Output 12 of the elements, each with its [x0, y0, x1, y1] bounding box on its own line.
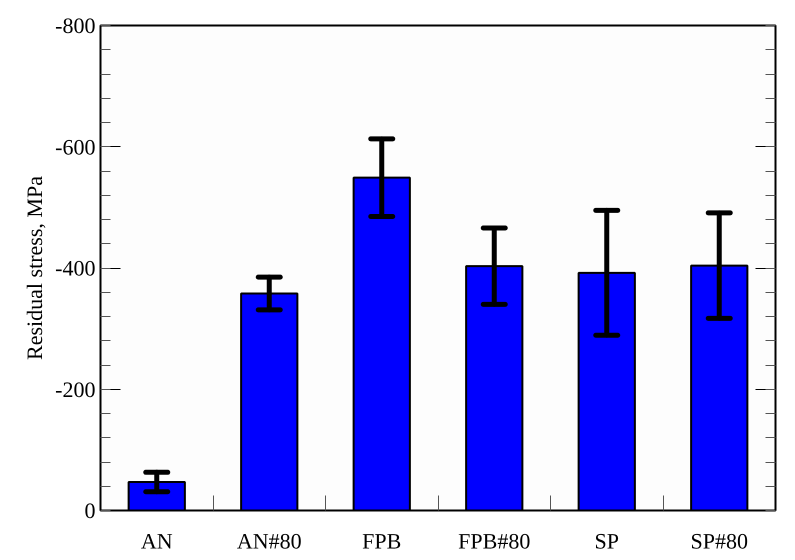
y-tick-label: -600: [55, 134, 96, 160]
x-tick-label: AN: [140, 528, 173, 554]
x-tick-label: AN#80: [236, 528, 302, 554]
y-tick-label: 0: [84, 498, 96, 523]
y-axis-title: Residual stress, MPa: [22, 176, 48, 360]
x-tick-label: SP#80: [690, 528, 748, 554]
x-tick-label: FPB#80: [458, 528, 530, 554]
x-tick-label: FPB: [362, 528, 402, 554]
y-tick-label: -400: [55, 256, 96, 280]
y-tick-label: -800: [55, 13, 96, 38]
x-tick-label: SP: [594, 528, 619, 554]
y-tick-label: -200: [55, 376, 96, 402]
